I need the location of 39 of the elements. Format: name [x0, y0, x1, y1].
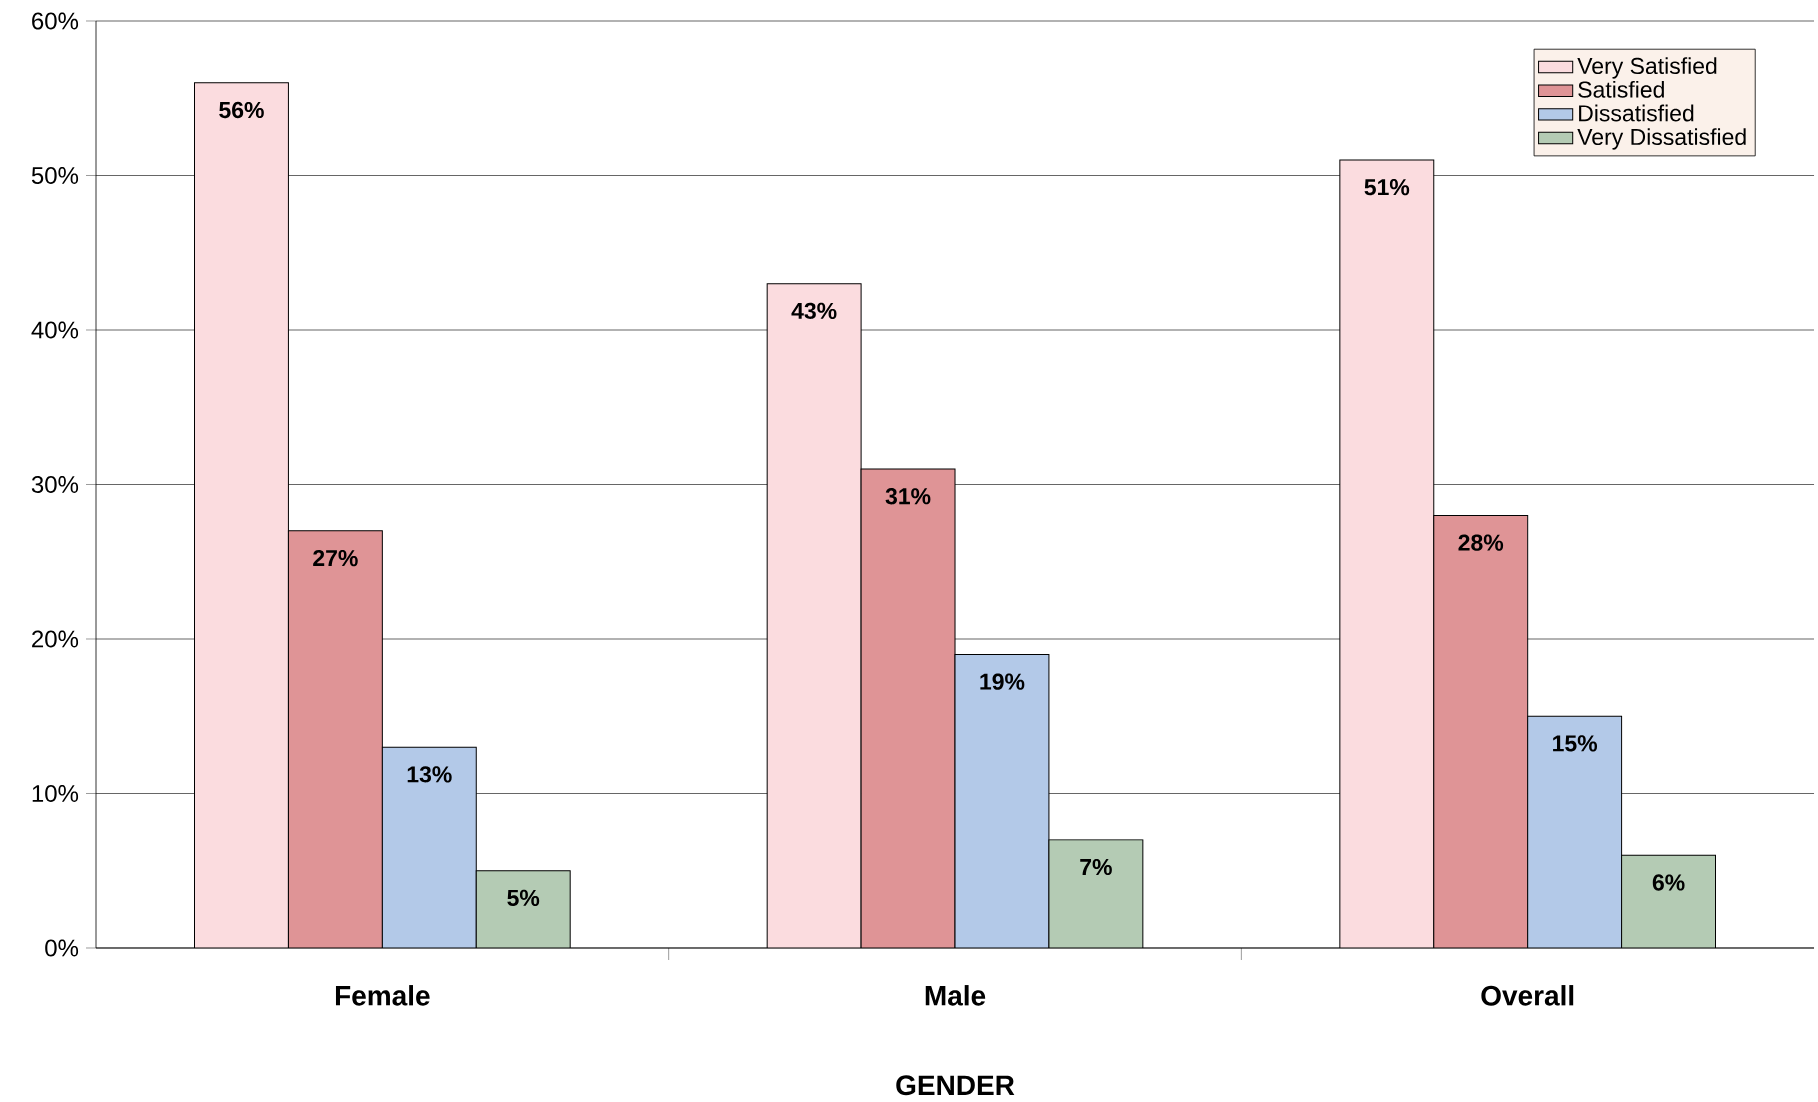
bar — [288, 530, 383, 948]
y-tick-label: 50% — [31, 167, 79, 184]
data-label: 31% — [885, 488, 931, 505]
y-tick-label: 30% — [31, 476, 79, 493]
data-label: 13% — [407, 766, 452, 783]
data-label: 19% — [980, 673, 1025, 690]
y-tick-label: 60% — [32, 12, 79, 30]
data-label: 27% — [313, 549, 358, 567]
y-tick-label: 0% — [45, 939, 79, 957]
bar — [476, 870, 571, 948]
x-tick-label: Female — [335, 985, 430, 1006]
data-label: 6% — [1652, 874, 1685, 891]
data-label: 43% — [791, 302, 837, 320]
bar — [1048, 839, 1143, 948]
bar — [1527, 715, 1623, 948]
data-label: 7% — [1080, 858, 1112, 876]
legend-label: Dissatisfied — [1579, 104, 1694, 122]
data-label: 51% — [1364, 179, 1410, 196]
data-label: 15% — [1553, 735, 1598, 752]
bar — [1433, 514, 1529, 948]
data-label: 28% — [1458, 534, 1504, 551]
bar — [861, 469, 956, 948]
bar — [767, 283, 862, 948]
data-label: 56% — [219, 101, 264, 119]
legend-label: Satisfied — [1578, 80, 1664, 98]
bar — [955, 654, 1049, 948]
x-tick-label: Overall — [1481, 985, 1574, 1006]
x-tick-label: Male — [925, 985, 986, 1006]
data-label: 5% — [507, 889, 540, 907]
x-axis-title: GENDER — [896, 1075, 1015, 1096]
legend-label: Very Dissatisfied — [1577, 128, 1746, 150]
bar — [1621, 854, 1717, 948]
y-tick-label: 40% — [31, 321, 79, 339]
y-tick-label: 10% — [32, 785, 79, 802]
bar — [1339, 159, 1435, 948]
legend-label: Very Satisfied — [1577, 57, 1717, 79]
bar — [194, 82, 289, 948]
bar — [382, 747, 477, 948]
y-tick-label: 20% — [32, 630, 79, 648]
